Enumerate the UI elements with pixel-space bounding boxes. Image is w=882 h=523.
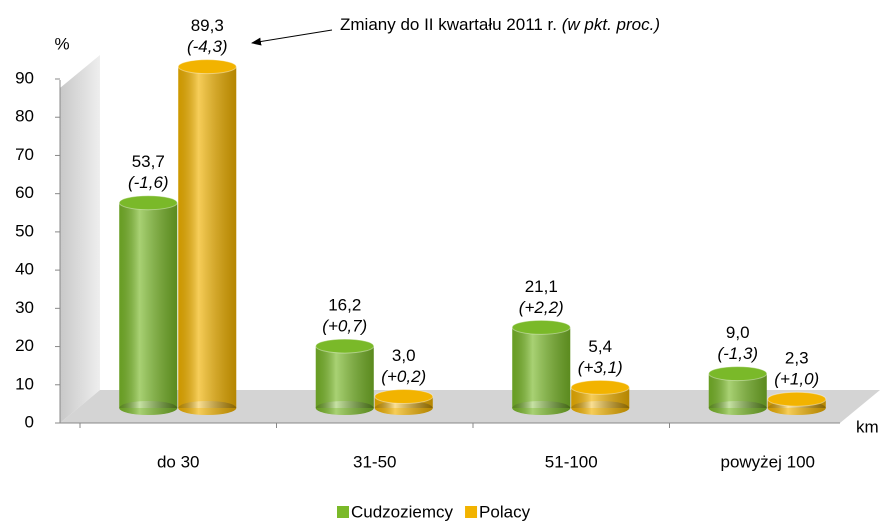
- bar-base-shade: [119, 401, 178, 415]
- y-tick-label: 80: [15, 107, 34, 126]
- y-tick-label: 10: [15, 374, 34, 393]
- bar-top: [767, 391, 827, 407]
- y-axis-label: %: [54, 34, 69, 53]
- bar-top: [511, 319, 571, 335]
- bar-top: [177, 59, 237, 75]
- legend-label: Polacy: [479, 502, 531, 521]
- bar-base-shade: [512, 401, 571, 415]
- annotation-text: Zmiany do II kwartału 2011 r.: [340, 15, 557, 34]
- x-axis-label: km: [856, 417, 879, 436]
- back-wall: [60, 55, 100, 423]
- y-tick-label: 50: [15, 221, 34, 240]
- bar-top: [708, 366, 768, 382]
- bar-base-shade: [571, 401, 630, 415]
- value-label: 9,0: [726, 323, 750, 342]
- x-tick-label: powyżej 100: [720, 452, 815, 471]
- y-tick-label: 60: [15, 183, 34, 202]
- bar-base-shade: [374, 401, 433, 415]
- annotation-note: (w pkt. proc.): [562, 15, 660, 34]
- y-tick-label: 0: [25, 412, 34, 431]
- value-label: 3,0: [392, 346, 416, 365]
- bar-shade: [178, 66, 237, 409]
- x-tick-label: 51-100: [545, 452, 598, 471]
- change-label: (+3,1): [578, 358, 623, 377]
- legend-swatch: [337, 506, 349, 518]
- change-label: (+2,2): [519, 298, 564, 317]
- value-label: 21,1: [525, 277, 558, 296]
- change-label: (-1,3): [717, 344, 758, 363]
- change-label: (-1,6): [128, 173, 169, 192]
- annotation: Zmiany do II kwartału 2011 r. (w pkt. pr…: [340, 15, 660, 34]
- annotation-arrow: [251, 29, 333, 46]
- bar-shade: [315, 346, 374, 408]
- bar-shade: [119, 202, 178, 408]
- bar-base-shade: [178, 401, 237, 415]
- legend-swatch: [465, 506, 478, 518]
- bar-top: [374, 389, 434, 405]
- bar-base-shade: [708, 401, 767, 415]
- value-label: 89,3: [191, 16, 224, 35]
- value-label: 16,2: [328, 296, 361, 315]
- change-label: (-4,3): [187, 37, 228, 56]
- bar-base-shade: [315, 401, 374, 415]
- floor: [60, 390, 880, 423]
- legend-label: Cudzoziemcy: [351, 502, 454, 521]
- y-tick-label: 20: [15, 336, 34, 355]
- bar-top: [315, 338, 375, 354]
- x-tick-label: 31-50: [353, 452, 396, 471]
- value-label: 5,4: [588, 337, 612, 356]
- y-tick-label: 30: [15, 298, 34, 317]
- value-label: 2,3: [785, 349, 809, 368]
- value-label: 53,7: [132, 152, 165, 171]
- y-tick-label: 70: [15, 145, 34, 164]
- change-label: (+1,0): [774, 370, 819, 389]
- bar-shade: [512, 327, 571, 408]
- y-tick-label: 90: [15, 68, 34, 87]
- bar-top: [570, 379, 630, 395]
- change-label: (+0,2): [381, 367, 426, 386]
- y-tick-label: 40: [15, 260, 34, 279]
- change-label: (+0,7): [322, 317, 367, 336]
- x-tick-label: do 30: [157, 452, 200, 471]
- bar-top: [118, 195, 178, 211]
